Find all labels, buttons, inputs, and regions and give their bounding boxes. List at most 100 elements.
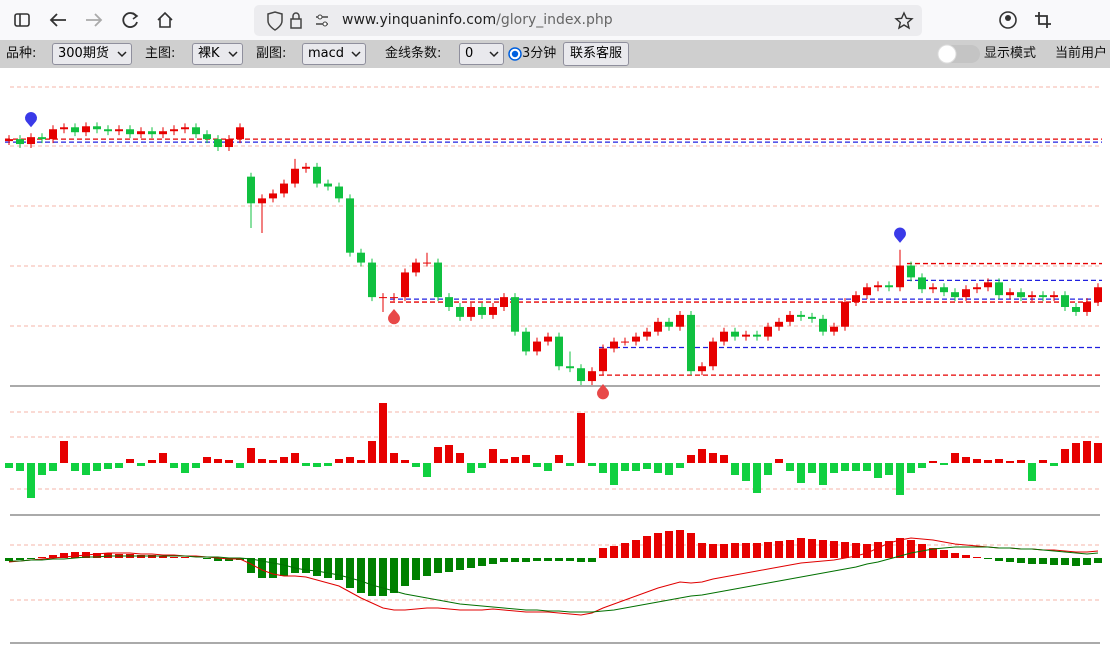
signal-marker xyxy=(597,384,609,400)
candle-body xyxy=(335,186,343,199)
radio[interactable] xyxy=(508,47,522,61)
macd-bar xyxy=(412,558,420,580)
candle-body xyxy=(302,166,310,169)
candle-body xyxy=(49,129,57,140)
macd-bar xyxy=(434,558,442,573)
volume-bar xyxy=(621,463,629,471)
candle-body xyxy=(346,198,354,253)
macd-bar xyxy=(940,550,948,558)
volume-bar xyxy=(522,455,530,463)
volume-bar xyxy=(313,463,321,467)
label: 当前用户 xyxy=(1055,46,1108,61)
volume-bar xyxy=(896,463,904,495)
candle-body xyxy=(621,341,629,343)
candle-body xyxy=(71,127,79,133)
toggle[interactable] xyxy=(936,42,982,66)
volume-bar xyxy=(973,459,981,463)
macd-line xyxy=(9,546,1099,613)
candle-body xyxy=(951,292,959,298)
volume-bar xyxy=(830,463,838,473)
service-button[interactable]: 联系客服 xyxy=(563,42,629,66)
macd-bar xyxy=(291,558,299,573)
volume-bar xyxy=(742,463,750,481)
volume-bar xyxy=(445,445,453,463)
candle-body xyxy=(1006,292,1014,296)
candle-body xyxy=(918,277,926,290)
candle-body xyxy=(38,137,46,140)
volume-bar xyxy=(841,463,849,471)
candle-body xyxy=(225,139,233,148)
volume-bar xyxy=(1028,463,1036,481)
volume-bar xyxy=(82,463,90,475)
candle-body xyxy=(258,198,266,204)
macd-bar xyxy=(401,558,409,586)
candle-body xyxy=(27,137,35,145)
candle-body xyxy=(1039,295,1047,298)
macd-bar xyxy=(533,558,541,561)
candle-body xyxy=(5,139,13,142)
label: 品种: xyxy=(6,46,37,61)
candle-body xyxy=(522,331,530,352)
select[interactable]: macd xyxy=(302,43,366,65)
macd-bar xyxy=(247,558,255,573)
candle-body xyxy=(830,326,838,332)
macd-bar xyxy=(379,558,387,596)
candle-body xyxy=(841,302,849,327)
candle-body xyxy=(478,307,486,315)
select[interactable]: 0 xyxy=(459,43,504,65)
candle-body xyxy=(500,297,508,307)
candle-body xyxy=(214,139,222,148)
volume-bar xyxy=(379,403,387,463)
volume-bar xyxy=(324,463,332,466)
volume-bar xyxy=(423,463,431,477)
label: 显示模式 xyxy=(984,46,1037,61)
macd-bar xyxy=(885,541,893,558)
volume-bar xyxy=(687,455,695,463)
macd-bar xyxy=(698,543,706,558)
macd-bar xyxy=(995,558,1003,561)
volume-bar xyxy=(390,453,398,463)
volume-bar xyxy=(412,463,420,467)
volume-bar xyxy=(863,463,871,471)
bookmark-star[interactable] xyxy=(894,11,914,31)
volume-bar xyxy=(918,463,926,468)
select-value: 300期货 xyxy=(58,46,109,61)
volume-bar xyxy=(698,449,706,463)
candle-body xyxy=(775,321,783,327)
macd-bar xyxy=(181,557,189,558)
macd-bar xyxy=(863,544,871,558)
volume-bar xyxy=(995,459,1003,463)
volume-bar xyxy=(291,453,299,463)
volume-bar xyxy=(357,460,365,463)
candle-body xyxy=(665,321,673,327)
macd-bar xyxy=(1050,558,1058,565)
candle-body xyxy=(456,307,464,317)
candle-body xyxy=(973,287,981,290)
address-bar[interactable]: www.yinquaninfo.com /glory_index.php xyxy=(254,5,922,36)
candle-body xyxy=(676,314,684,327)
candle-body xyxy=(104,129,112,132)
volume-bar xyxy=(676,463,684,468)
candle-body xyxy=(852,295,860,303)
signal-marker xyxy=(388,308,400,325)
candle-body xyxy=(698,366,706,372)
volume-bar xyxy=(588,463,596,466)
volume-bar xyxy=(115,463,123,468)
volume-bar xyxy=(753,463,761,493)
volume-bar xyxy=(1006,461,1014,463)
macd-bar xyxy=(566,558,574,561)
candle-body xyxy=(181,127,189,130)
macd-bar xyxy=(896,538,904,558)
macd-bar xyxy=(797,538,805,558)
macd-bar xyxy=(445,558,453,572)
select[interactable]: 裸K xyxy=(192,43,243,65)
macd-bar xyxy=(93,553,101,558)
select[interactable]: 300期货 xyxy=(52,43,132,65)
volume-bar xyxy=(16,463,24,471)
candle-body xyxy=(379,297,387,299)
macd-bar xyxy=(346,558,354,588)
candle-body xyxy=(1072,307,1080,312)
candle-body xyxy=(401,272,409,298)
macd-bar xyxy=(775,541,783,558)
macd-bar xyxy=(929,548,937,558)
